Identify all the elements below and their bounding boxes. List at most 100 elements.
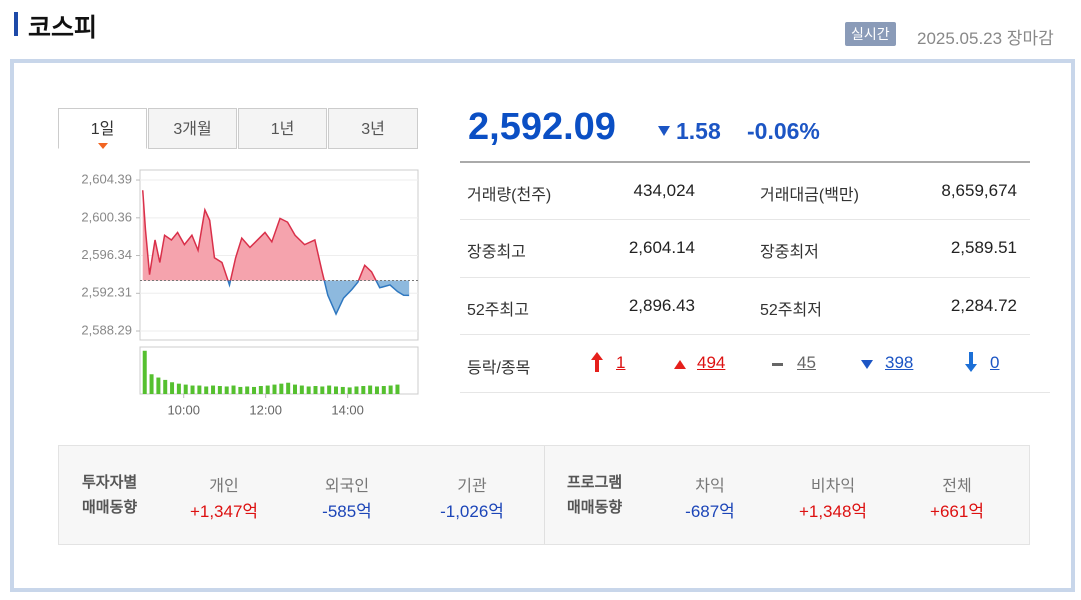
- table-top: [460, 161, 1030, 163]
- investor-value: -585억: [322, 502, 372, 521]
- tab[interactable]: 1년: [238, 108, 327, 149]
- volume-bar: [224, 386, 229, 394]
- investor-value: +661억: [930, 502, 984, 521]
- stat-label: 거래량(천주): [467, 187, 552, 204]
- group-title: 프로그램: [567, 474, 623, 491]
- volume-bar: [293, 384, 298, 394]
- title: 코스피: [28, 14, 98, 42]
- investor-name: 기관: [457, 478, 487, 495]
- stat-value: 2,589.51: [950, 238, 1017, 257]
- lower-limit-icon: [965, 352, 977, 372]
- volume-bar: [217, 386, 222, 394]
- volume-bar: [368, 385, 373, 394]
- y-tick-label: 2,596.34: [81, 247, 132, 262]
- stat-value: 434,024: [633, 181, 695, 200]
- flat-count[interactable]: 45: [797, 353, 816, 372]
- volume-bar: [238, 386, 243, 394]
- investor-name: 비차익: [810, 478, 856, 495]
- price: 2,592.09: [468, 106, 616, 148]
- volume-bar: [272, 384, 277, 394]
- up-count[interactable]: 494: [697, 353, 726, 372]
- volume-bar: [347, 387, 352, 394]
- volume-bar: [381, 386, 386, 394]
- area-down: [142, 280, 410, 315]
- y-tick-label: 2,604.39: [81, 171, 132, 186]
- title-bar: [14, 12, 18, 36]
- lower-limit-count[interactable]: 0: [990, 353, 1000, 372]
- price-line-up: [141, 190, 377, 281]
- stat-value: 2,284.72: [950, 296, 1017, 315]
- volume-bar: [265, 385, 270, 394]
- volume-bar: [142, 350, 147, 394]
- x-tick-label: 14:00: [331, 402, 364, 417]
- investor-name: 차익: [695, 478, 725, 495]
- investor-value: -687억: [685, 502, 735, 521]
- y-tick-label: 2,592.31: [81, 285, 132, 300]
- investor-value: +1,347억: [189, 502, 259, 521]
- up-icon: [674, 360, 686, 369]
- volume-bar: [176, 383, 181, 394]
- volume-bar: [245, 386, 250, 394]
- stat-label: 장중최고: [467, 244, 526, 261]
- stat-label: 52주최저: [760, 302, 822, 319]
- volume-bar: [306, 386, 311, 394]
- volume-bar: [183, 384, 188, 394]
- flat-icon: [772, 363, 783, 366]
- volume-bar: [279, 383, 284, 394]
- volume-bar: [388, 385, 393, 394]
- volume-bar: [231, 385, 236, 394]
- tab-indicator: [98, 143, 108, 149]
- tab[interactable]: 3개월: [148, 108, 237, 149]
- volume-bar: [327, 385, 332, 394]
- change-rate: -0.06%: [747, 118, 820, 144]
- volume-bar: [395, 384, 400, 394]
- stat-label: 52주최고: [467, 302, 529, 319]
- down-icon: [861, 360, 873, 369]
- volume-bar: [354, 386, 359, 394]
- panel: [10, 59, 1075, 592]
- investor-divider: [544, 446, 545, 544]
- row-line: [460, 277, 1030, 278]
- stat-value: 2,896.43: [628, 296, 695, 315]
- down-count[interactable]: 398: [885, 353, 914, 372]
- group-title: 매매동향: [82, 499, 138, 516]
- volume-bar: [320, 386, 325, 394]
- volume-bar: [258, 386, 263, 394]
- volume-bar: [204, 386, 209, 394]
- investor-value: -1,026억: [440, 502, 504, 521]
- stat-value: 2,604.14: [628, 238, 695, 257]
- volume-bar: [149, 374, 154, 394]
- stat-label: 거래대금(백만): [760, 187, 859, 204]
- investor-name: 외국인: [324, 478, 370, 495]
- volume-bar: [170, 382, 175, 394]
- volume-bar: [340, 386, 345, 394]
- upper-limit-count[interactable]: 1: [616, 353, 626, 372]
- volume-bar: [211, 385, 216, 394]
- volume-bar: [252, 386, 257, 394]
- tab[interactable]: 1일: [58, 108, 147, 149]
- investor-name: 개인: [209, 478, 239, 495]
- volume-bar: [361, 386, 366, 394]
- upper-limit-icon: [591, 352, 603, 372]
- tab[interactable]: 3년: [328, 108, 418, 149]
- volume-bar: [163, 379, 168, 394]
- investor-value: +1,348억: [798, 502, 868, 521]
- volume-bar: [374, 386, 379, 394]
- volume-bar: [299, 385, 304, 394]
- area-up: [142, 190, 377, 281]
- volume-bar: [313, 386, 318, 394]
- down-icon: [658, 126, 670, 136]
- group-title: 투자자별: [82, 474, 138, 491]
- breadth-label: 등락/종목: [467, 360, 531, 377]
- y-tick-label: 2,588.29: [81, 322, 132, 337]
- x-tick-label: 10:00: [167, 402, 200, 417]
- volume-bar: [197, 385, 202, 394]
- date: 2025.05.23 장마감: [917, 29, 1054, 48]
- investor-name: 전체: [942, 478, 972, 495]
- realtime-badge: 실시간: [845, 22, 896, 46]
- stat-label: 장중최저: [760, 244, 819, 261]
- volume-bar: [156, 377, 161, 394]
- row-line: [460, 392, 1050, 393]
